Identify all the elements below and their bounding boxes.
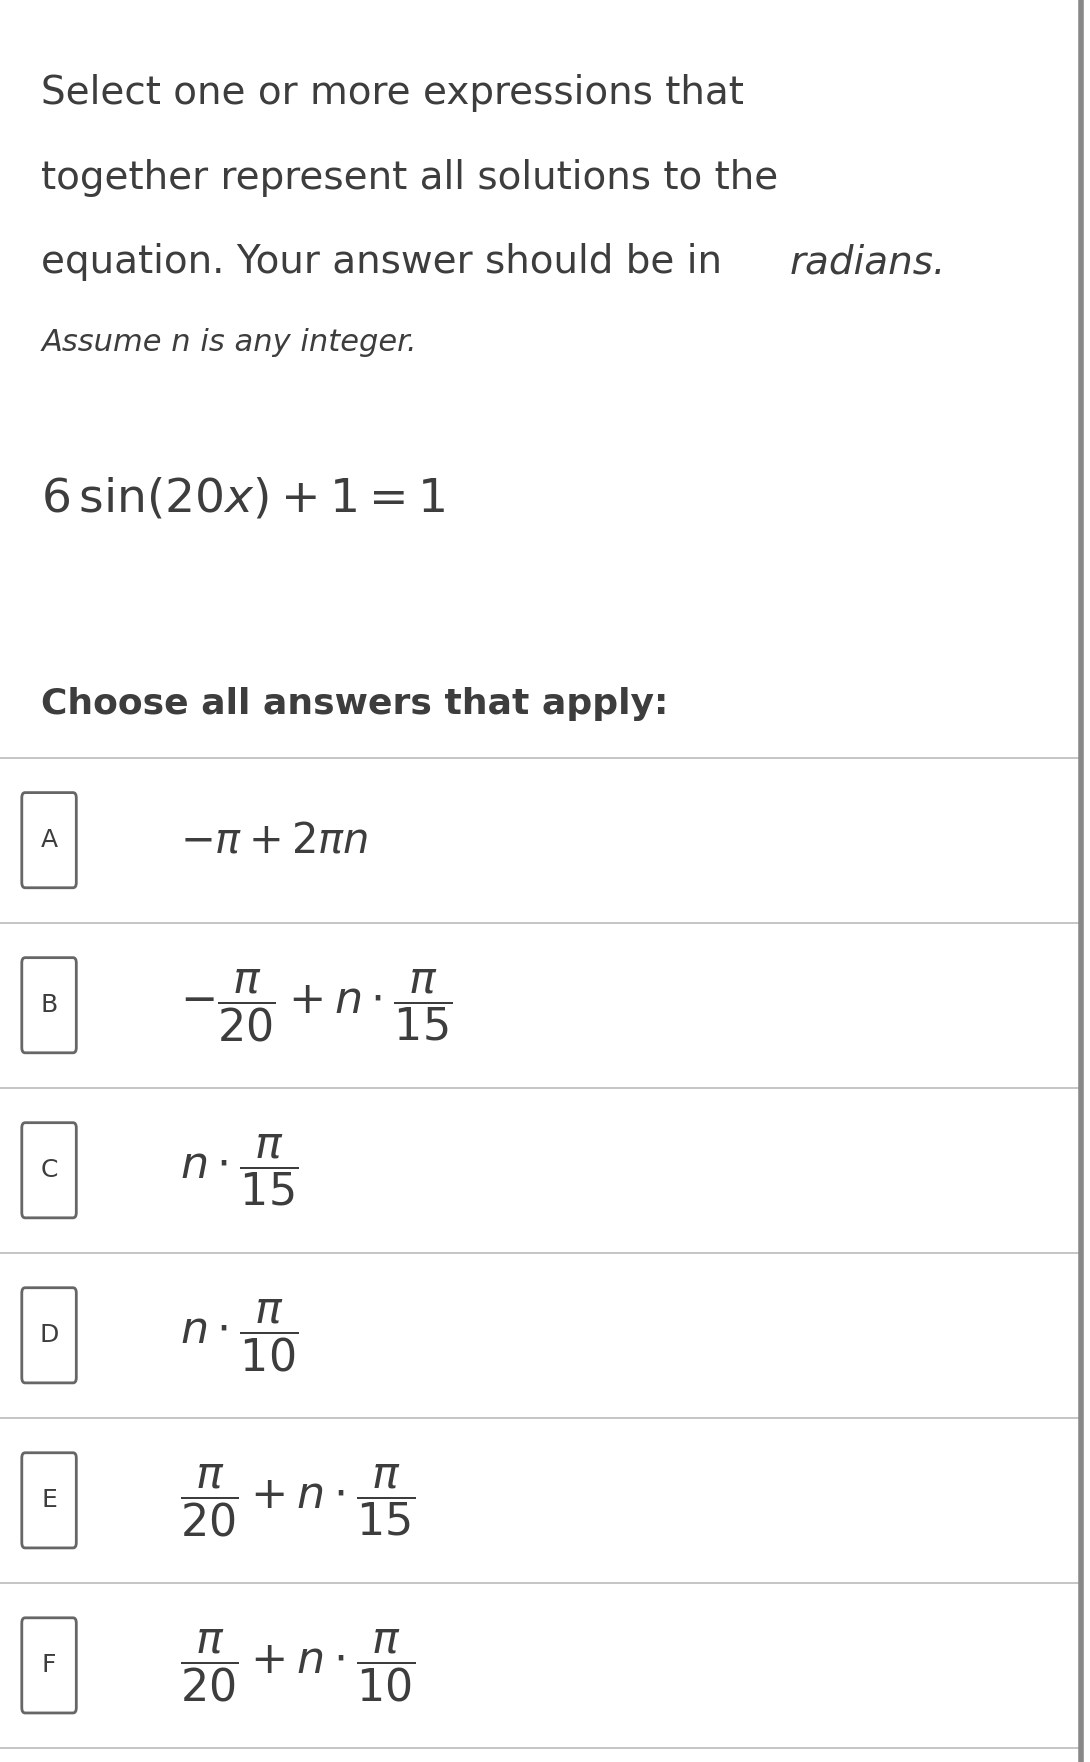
- Text: together represent all solutions to the: together represent all solutions to the: [41, 159, 778, 197]
- Text: F: F: [41, 1653, 57, 1677]
- Text: C: C: [40, 1158, 58, 1182]
- Text: $n\cdot\dfrac{\pi}{10}$: $n\cdot\dfrac{\pi}{10}$: [180, 1297, 299, 1374]
- Text: Select one or more expressions that: Select one or more expressions that: [41, 74, 744, 113]
- Text: $\dfrac{\pi}{20}+n\cdot\dfrac{\pi}{10}$: $\dfrac{\pi}{20}+n\cdot\dfrac{\pi}{10}$: [180, 1626, 415, 1704]
- Text: Choose all answers that apply:: Choose all answers that apply:: [41, 687, 669, 721]
- FancyBboxPatch shape: [22, 1122, 76, 1218]
- FancyBboxPatch shape: [22, 1452, 76, 1549]
- FancyBboxPatch shape: [22, 1288, 76, 1383]
- Text: $-\pi + 2\pi n$: $-\pi + 2\pi n$: [180, 819, 368, 862]
- Text: E: E: [41, 1489, 57, 1512]
- Text: Assume n is any integer.: Assume n is any integer.: [41, 328, 417, 356]
- FancyBboxPatch shape: [22, 793, 76, 888]
- Text: equation. Your answer should be in: equation. Your answer should be in: [41, 243, 735, 282]
- Text: $n\cdot\dfrac{\pi}{15}$: $n\cdot\dfrac{\pi}{15}$: [180, 1133, 299, 1209]
- Text: $\dfrac{\pi}{20}+n\cdot\dfrac{\pi}{15}$: $\dfrac{\pi}{20}+n\cdot\dfrac{\pi}{15}$: [180, 1462, 415, 1538]
- Text: D: D: [39, 1323, 59, 1348]
- Text: A: A: [40, 828, 58, 853]
- Text: radians.: radians.: [789, 243, 945, 282]
- FancyBboxPatch shape: [22, 959, 76, 1054]
- FancyBboxPatch shape: [22, 1618, 76, 1713]
- Text: $-\dfrac{\pi}{20}+n\cdot\dfrac{\pi}{15}$: $-\dfrac{\pi}{20}+n\cdot\dfrac{\pi}{15}$: [180, 967, 452, 1043]
- Text: B: B: [40, 994, 58, 1017]
- Text: $6\,\sin(20x)+1=1$: $6\,\sin(20x)+1=1$: [41, 476, 446, 522]
